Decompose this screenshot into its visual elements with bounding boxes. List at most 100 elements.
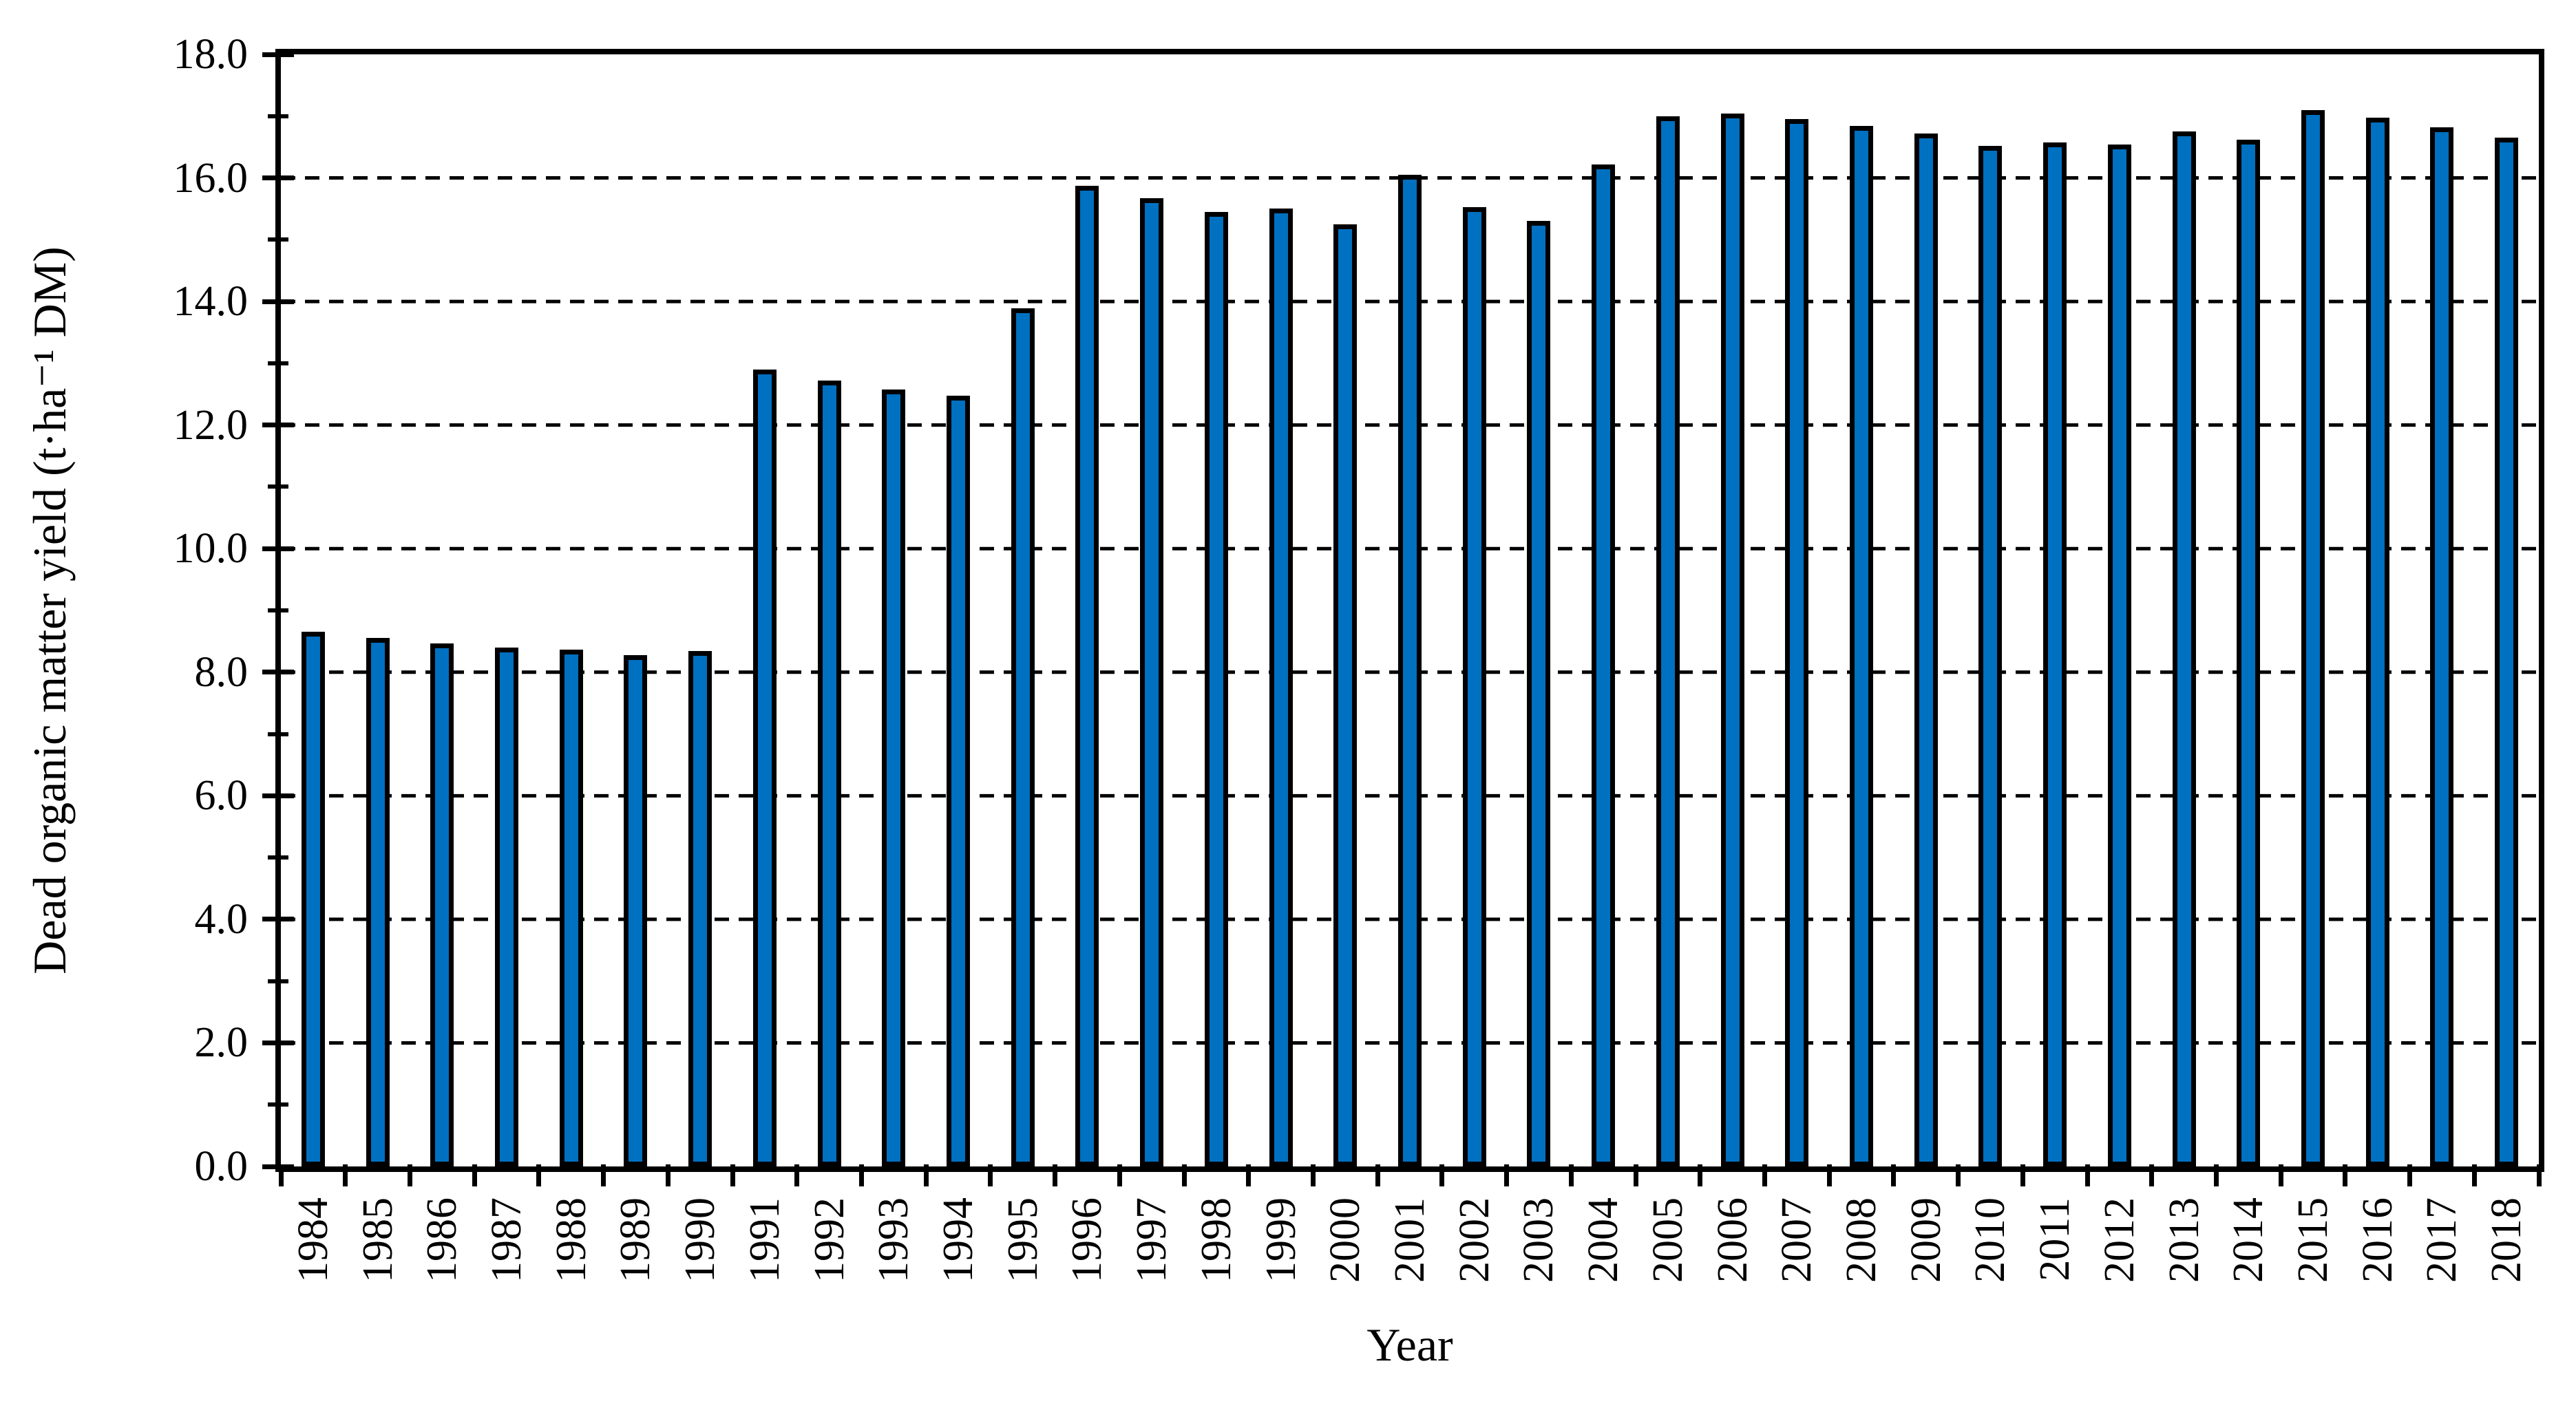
bar-2015 xyxy=(2301,109,2325,1166)
x-tick xyxy=(923,1164,929,1186)
x-tick xyxy=(665,1164,671,1186)
x-tick xyxy=(2084,1164,2090,1186)
x-tick-label: 2005 xyxy=(1644,1197,1691,1283)
x-tick xyxy=(1117,1164,1122,1186)
y-minor-tick xyxy=(268,484,288,489)
x-tick-label: 2013 xyxy=(2160,1197,2208,1283)
x-tick-label: 1990 xyxy=(677,1197,724,1283)
bar-2018 xyxy=(2495,138,2519,1166)
y-minor-tick xyxy=(268,237,288,242)
x-tick-label: 2018 xyxy=(2483,1197,2531,1283)
x-tick xyxy=(407,1164,412,1186)
bar-2001 xyxy=(1398,175,1422,1166)
bar-1985 xyxy=(366,638,390,1166)
y-tick-label: 16.0 xyxy=(173,154,249,202)
x-tick-label: 1987 xyxy=(483,1197,530,1283)
x-tick-label: 1993 xyxy=(870,1197,918,1283)
bar-1988 xyxy=(559,650,583,1166)
y-major-tick xyxy=(262,175,294,181)
x-tick-label: 1984 xyxy=(289,1197,337,1283)
x-tick xyxy=(472,1164,477,1186)
x-tick-label: 2000 xyxy=(1322,1197,1369,1283)
y-tick-label: 12.0 xyxy=(173,401,249,449)
y-minor-tick xyxy=(268,732,288,736)
x-tick xyxy=(1504,1164,1510,1186)
x-tick xyxy=(1826,1164,1832,1186)
bar-2012 xyxy=(2107,145,2131,1166)
x-tick-label: 2008 xyxy=(1838,1197,1885,1283)
y-major-tick xyxy=(262,546,294,551)
x-tick xyxy=(2278,1164,2283,1186)
y-major-tick xyxy=(262,917,294,922)
x-tick-label: 2010 xyxy=(1967,1197,2014,1283)
x-tick-label: 2003 xyxy=(1515,1197,1563,1283)
x-tick xyxy=(1375,1164,1380,1186)
bar-2000 xyxy=(1333,224,1358,1166)
bar-2004 xyxy=(1592,164,1616,1166)
bar-2007 xyxy=(1785,119,1809,1166)
bar-2005 xyxy=(1656,116,1680,1166)
x-tick-label: 1985 xyxy=(354,1197,401,1283)
bar-2014 xyxy=(2237,139,2261,1166)
gridlines xyxy=(281,176,2539,1045)
bar-1987 xyxy=(495,647,518,1166)
x-tick-label: 2007 xyxy=(1773,1197,1821,1283)
bar-2003 xyxy=(1527,221,1551,1166)
bar-2013 xyxy=(2172,131,2196,1166)
y-tick-label: 4.0 xyxy=(194,895,249,943)
bar-1992 xyxy=(817,381,841,1166)
x-tick-label: 2004 xyxy=(1580,1197,1627,1283)
y-major-tick xyxy=(262,793,294,798)
bar-2011 xyxy=(2043,142,2067,1166)
x-tick xyxy=(1956,1164,1961,1186)
x-tick xyxy=(988,1164,993,1186)
x-tick xyxy=(1568,1164,1574,1186)
x-tick-label: 1996 xyxy=(1064,1197,1111,1283)
x-tick-label: 1986 xyxy=(419,1197,466,1283)
x-tick-label: 2017 xyxy=(2418,1197,2466,1283)
bar-2009 xyxy=(1914,133,1938,1166)
bar-1997 xyxy=(1140,198,1164,1166)
x-tick xyxy=(1246,1164,1252,1186)
bar-1991 xyxy=(752,369,777,1166)
x-tick xyxy=(1762,1164,1767,1186)
x-tick-label: 2002 xyxy=(1450,1197,1498,1283)
x-tick-label: 2015 xyxy=(2290,1197,2336,1283)
bar-1994 xyxy=(947,395,970,1166)
x-tick xyxy=(278,1164,284,1186)
x-tick-label: 2009 xyxy=(1902,1197,1950,1283)
bar-1995 xyxy=(1011,308,1035,1166)
y-minor-tick xyxy=(268,361,288,365)
x-tick xyxy=(2343,1164,2348,1186)
bar-1986 xyxy=(430,643,454,1166)
y-tick-label: 6.0 xyxy=(194,772,249,820)
y-minor-tick xyxy=(268,608,288,612)
bar-2017 xyxy=(2430,127,2454,1166)
x-tick-label: 2011 xyxy=(2031,1197,2079,1281)
x-tick-label: 1995 xyxy=(999,1197,1046,1283)
x-tick xyxy=(1439,1164,1445,1186)
x-tick xyxy=(730,1164,735,1186)
y-major-tick xyxy=(262,299,294,304)
x-tick-label: 1999 xyxy=(1257,1197,1305,1283)
y-axis-title: Dead organic matter yield (t·ha⁻¹ DM) xyxy=(23,246,76,974)
bar-1990 xyxy=(688,651,712,1166)
x-tick xyxy=(343,1164,348,1186)
x-tick xyxy=(2471,1164,2477,1186)
bar-1998 xyxy=(1204,211,1228,1166)
bar-2016 xyxy=(2365,118,2389,1166)
y-minor-tick xyxy=(268,979,288,983)
bar-2006 xyxy=(1720,114,1744,1166)
x-tick-label: 2001 xyxy=(1386,1197,1433,1283)
x-tick xyxy=(536,1164,542,1186)
x-tick xyxy=(2213,1164,2219,1186)
x-tick xyxy=(794,1164,800,1186)
x-tick-label: 2012 xyxy=(2095,1197,2143,1283)
x-axis-title: Year xyxy=(1366,1319,1453,1371)
x-tick-label: 2014 xyxy=(2225,1197,2272,1283)
x-tick xyxy=(2020,1164,2025,1186)
bar-1999 xyxy=(1269,209,1293,1166)
y-minor-tick xyxy=(268,1102,288,1107)
y-major-tick xyxy=(262,1164,294,1169)
